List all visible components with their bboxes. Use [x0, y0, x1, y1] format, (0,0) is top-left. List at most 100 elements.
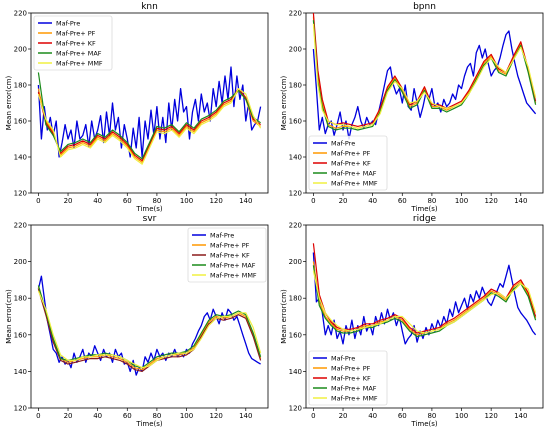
- legend-entry: Maf-Pre+ MMF: [56, 59, 103, 67]
- x-tick-label: 120: [209, 412, 222, 420]
- x-tick-label: 60: [398, 412, 407, 420]
- y-tick-label: 180: [14, 295, 27, 303]
- x-tick-label: 100: [180, 412, 193, 420]
- series-line-3: [312, 265, 537, 338]
- legend: Maf-Pre Maf-Pre+ PF Maf-Pre+ KF Maf-Pre+ MA…: [33, 15, 113, 71]
- y-tick-label: 200: [289, 258, 302, 266]
- y-tick-label: 160: [14, 331, 27, 339]
- x-tick-label: 20: [339, 197, 348, 205]
- legend-entry: Maf-Pre: [331, 139, 355, 147]
- x-tick-label: 60: [398, 197, 407, 205]
- series-line-2: [37, 87, 261, 162]
- legend-entry: Maf-Pre+ MMF: [210, 271, 257, 279]
- x-tick-label: 100: [455, 197, 468, 205]
- legend-entry: Maf-Pre+ MAF: [331, 384, 377, 392]
- x-tick-label: 120: [484, 197, 497, 205]
- series-line-1: [37, 88, 261, 163]
- y-tick-label: 140: [14, 368, 27, 376]
- y-tick-label: 120: [289, 405, 302, 413]
- legend-entry: Maf-Pre: [56, 19, 80, 27]
- y-tick-label: 140: [289, 154, 302, 162]
- legend-entry: Maf-Pre: [210, 231, 234, 239]
- x-tick-label: 20: [64, 412, 73, 420]
- y-tick-label: 180: [289, 82, 302, 90]
- chart-1: bpnn 120 140 160 180 200 220 0 20 40 60 80 100 120 140…: [280, 2, 544, 213]
- x-tick-label: 60: [123, 412, 132, 420]
- series-line-4: [37, 87, 262, 165]
- series-line-0: [312, 30, 537, 140]
- y-axis-label: Mean error(cm): [280, 76, 288, 131]
- legend-entry: Maf-Pre+ PF: [331, 364, 371, 372]
- x-tick-label: 120: [484, 412, 497, 420]
- legend-entry: Maf-Pre+ KF: [56, 39, 96, 47]
- chart-0: knn 120 140 160 180 200 220 0 20 40 60 80 100 120 140 T…: [5, 2, 269, 213]
- legend-entry: Maf-Pre+ PF: [210, 241, 250, 249]
- series-line-4: [37, 290, 262, 369]
- y-tick-label: 120: [289, 190, 302, 198]
- y-tick-label: 160: [289, 118, 302, 126]
- legend-entry: Maf-Pre+ PF: [331, 149, 371, 157]
- y-tick-label: 120: [14, 405, 27, 413]
- x-tick-label: 0: [36, 412, 40, 420]
- y-tick-label: 120: [14, 190, 27, 198]
- x-tick-label: 0: [36, 197, 40, 205]
- x-tick-label: 100: [455, 412, 468, 420]
- x-tick-label: 140: [239, 412, 252, 420]
- x-axis-label: Time(s): [135, 420, 163, 428]
- series-line-4: [312, 270, 537, 334]
- x-tick-label: 140: [239, 197, 252, 205]
- series-line-3: [37, 72, 261, 160]
- legend: Maf-Pre Maf-Pre+ PF Maf-Pre+ KF Maf-Pre+ MA…: [187, 227, 267, 283]
- legend: Maf-Pre Maf-Pre+ PF Maf-Pre+ KF Maf-Pre+ MA…: [308, 135, 388, 191]
- x-tick-label: 40: [368, 197, 377, 205]
- y-tick-label: 200: [14, 46, 27, 54]
- chart-3: ridge 120 140 160 180 200 220 0 20 40 60 80 100 120 14…: [280, 214, 544, 428]
- legend: Maf-Pre Maf-Pre+ PF Maf-Pre+ KF Maf-Pre+ MA…: [308, 350, 388, 406]
- legend-box: [33, 15, 113, 71]
- legend-entry: Maf-Pre+ MMF: [331, 179, 378, 187]
- x-tick-label: 100: [180, 197, 193, 205]
- legend-entry: Maf-Pre+ KF: [210, 251, 250, 259]
- legend-entry: Maf-Pre+ MMF: [331, 394, 378, 402]
- y-tick-label: 160: [289, 331, 302, 339]
- chart-2: svr 120 140 160 180 200 220 0 20 40 60 80 100 120 140 T…: [5, 214, 269, 428]
- x-tick-label: 120: [209, 197, 222, 205]
- legend-entry: Maf-Pre+ KF: [331, 159, 371, 167]
- x-tick-label: 20: [64, 197, 73, 205]
- x-tick-label: 60: [123, 197, 132, 205]
- legend-entry: Maf-Pre+ KF: [331, 374, 371, 382]
- y-tick-label: 220: [289, 10, 302, 18]
- y-tick-label: 220: [289, 222, 302, 230]
- x-tick-label: 40: [93, 412, 102, 420]
- y-tick-label: 200: [289, 46, 302, 54]
- legend-entry: Maf-Pre+ MAF: [331, 169, 377, 177]
- x-tick-label: 40: [93, 197, 102, 205]
- y-axis-label: Mean error(cm): [5, 76, 13, 131]
- chart-title: ridge: [413, 214, 437, 224]
- x-tick-label: 0: [311, 412, 315, 420]
- x-axis-label: Time(s): [135, 205, 163, 213]
- legend-entry: Maf-Pre+ MAF: [210, 261, 256, 269]
- y-tick-label: 140: [289, 368, 302, 376]
- x-tick-label: 0: [311, 197, 315, 205]
- y-tick-label: 220: [14, 222, 27, 230]
- legend-entry: Maf-Pre+ PF: [56, 29, 96, 37]
- chart-title: svr: [143, 214, 157, 224]
- x-tick-label: 140: [514, 412, 527, 420]
- x-tick-label: 80: [427, 197, 436, 205]
- y-axis-label: Mean error(cm): [280, 289, 288, 344]
- chart-title: knn: [141, 2, 158, 12]
- series-line-1: [312, 261, 537, 336]
- y-tick-label: 140: [14, 154, 27, 162]
- x-tick-label: 80: [427, 412, 436, 420]
- x-tick-label: 40: [368, 412, 377, 420]
- legend-box: [187, 227, 267, 283]
- y-tick-label: 220: [14, 10, 27, 18]
- x-tick-label: 140: [514, 197, 527, 205]
- legend-box: [308, 350, 388, 406]
- series-line-0: [37, 66, 262, 158]
- legend-box: [308, 135, 388, 191]
- chart-title: bpnn: [413, 2, 436, 12]
- y-tick-label: 200: [14, 258, 27, 266]
